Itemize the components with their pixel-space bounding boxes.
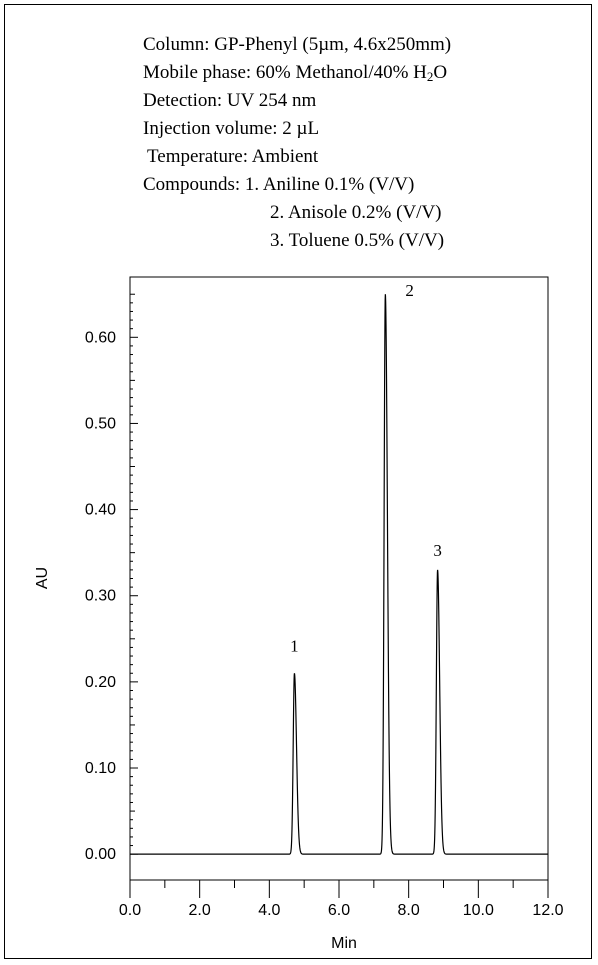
- y-tick-label: 0.10: [85, 760, 116, 777]
- compound-1: 1. Aniline 0.1% (V/V): [244, 174, 415, 195]
- compounds-text: Compounds: 1. Aniline 0.1% (V/V): [143, 174, 414, 196]
- mobile-phase-subscript: 2: [426, 69, 434, 84]
- y-tick-label: 0.00: [85, 846, 116, 863]
- column-text: Column: GP-Phenyl (5µm, 4.6x250mm): [143, 34, 452, 55]
- plot-area: [129, 276, 549, 881]
- x-axis-title: Min: [331, 935, 357, 952]
- method-info: Column: GP-Phenyl (5µm, 4.6x250mm) Mobil…: [0, 0, 598, 265]
- y-tick-label: 0.60: [85, 329, 116, 346]
- peak-label-1: 1: [290, 636, 299, 655]
- y-tick-label: 0.40: [85, 502, 116, 519]
- compounds-label: Compounds:: [143, 174, 245, 195]
- x-tick-label: 10.0: [463, 902, 494, 919]
- y-tick-label: 0.50: [85, 415, 116, 432]
- compound-3: 3. Toluene 0.5% (V/V): [270, 230, 445, 251]
- mobile-phase-text: Mobile phase: 60% Methanol/40% H2O: [143, 62, 447, 88]
- temperature-text: Temperature: Ambient: [147, 146, 319, 167]
- y-tick-label: 0.20: [85, 674, 116, 691]
- y-axis-title: AU: [34, 567, 51, 589]
- compound-2: 2. Anisole 0.2% (V/V): [270, 202, 442, 223]
- x-tick-label: 2.0: [189, 902, 211, 919]
- peak-label-3: 3: [433, 541, 442, 560]
- x-tick-label: 8.0: [398, 902, 420, 919]
- x-tick-label: 6.0: [328, 902, 350, 919]
- x-tick-label: 0.0: [119, 902, 141, 919]
- mobile-phase-main: Mobile phase: 60% Methanol/40% H: [143, 62, 427, 83]
- detection-text: Detection: UV 254 nm: [143, 90, 317, 111]
- x-tick-label: 12.0: [532, 902, 563, 919]
- x-tick-label: 4.0: [258, 902, 280, 919]
- mobile-phase-suffix: O: [433, 62, 448, 83]
- y-tick-label: 0.30: [85, 588, 116, 605]
- peak-label-2: 2: [405, 281, 414, 300]
- injection-text: Injection volume: 2 µL: [143, 118, 320, 139]
- chromatogram-trace: [130, 294, 548, 855]
